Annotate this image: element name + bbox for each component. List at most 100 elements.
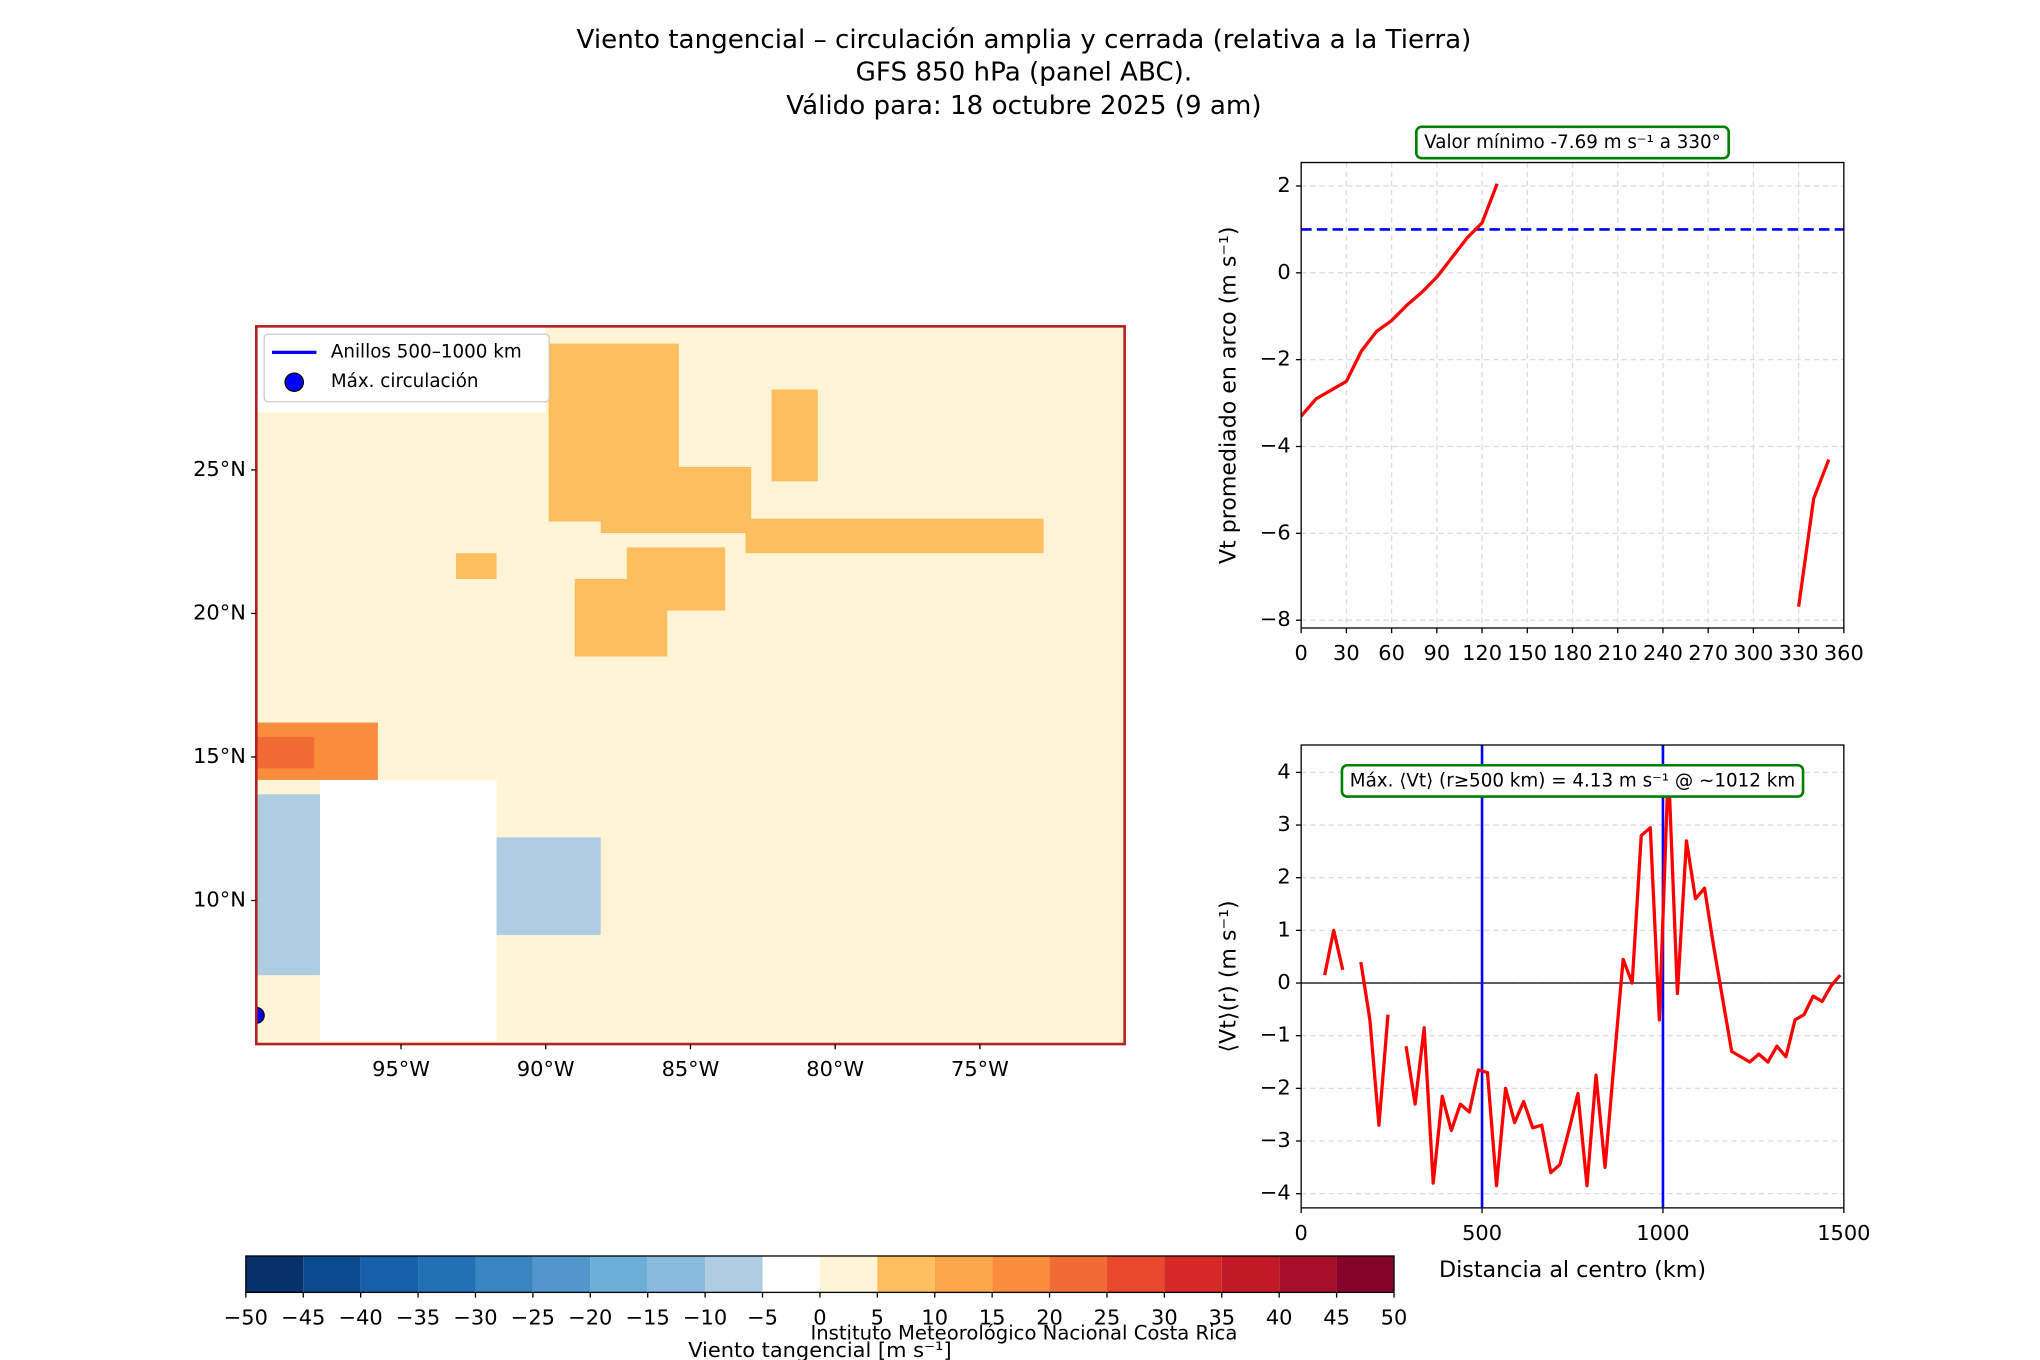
y-tick-label: 2 (1277, 173, 1290, 197)
shaded-cell (319, 779, 497, 1042)
colorbar-tick-label: −50 (224, 1305, 268, 1329)
legend-label: Anillos 500–1000 km (331, 341, 522, 362)
legend-dot (284, 372, 305, 393)
colorbar-tick-label: 15 (979, 1305, 1006, 1329)
y-tick-label: −6 (1260, 520, 1291, 544)
colorbar-bin (590, 1255, 648, 1293)
x-tick-label: 75°W (951, 1057, 1009, 1081)
x-axis-label: Distancia al centro (km) (1439, 1257, 1706, 1283)
x-tick-label: 210 (1598, 641, 1638, 665)
x-tick-label: 90°W (517, 1057, 575, 1081)
x-tick-label: 90 (1424, 641, 1451, 665)
y-tick-label: −4 (1260, 434, 1291, 458)
footer: Instituto Meteorológico Nacional Costa R… (810, 1322, 1237, 1345)
shaded-cell (256, 794, 320, 976)
colorbar-tick-label: −5 (747, 1305, 778, 1329)
title: Viento tangencial – circulación amplia y… (577, 25, 1472, 55)
y-tick-label: −4 (1260, 1181, 1291, 1205)
x-tick-label: 330 (1779, 641, 1819, 665)
colorbar-bin (1106, 1255, 1165, 1293)
colorbar-label: Viento tangencial [m s⁻¹] (688, 1338, 951, 1360)
annotation-text: Máx. ⟨Vt⟩ (r≥500 km) = 4.13 m s⁻¹ @ ~101… (1350, 770, 1795, 791)
legend-box (263, 333, 550, 403)
colorbar-bin (475, 1255, 533, 1293)
colorbar-bin (1049, 1255, 1107, 1293)
max-circulation (256, 1006, 265, 1024)
annotation: Valor mínimo -7.69 m s⁻¹ a 330° (1415, 125, 1730, 160)
y-tick-label: −1 (1260, 1023, 1291, 1047)
colorbar-bin (819, 1255, 878, 1293)
map-field (256, 326, 1125, 1045)
colorbar-frame (245, 1255, 1395, 1294)
colorbar-bin (418, 1255, 476, 1293)
shaded-cell (574, 578, 668, 657)
x-tick-label: 270 (1688, 641, 1728, 665)
colorbar-tick-label: 40 (1266, 1305, 1293, 1329)
shaded-cell (456, 553, 497, 579)
x-tick-label: 150 (1507, 641, 1547, 665)
y-tick-label: 3 (1277, 812, 1290, 836)
y-tick-label: 15°N (193, 744, 246, 768)
y-tick-label: 0 (1277, 970, 1290, 994)
colorbar-tick-label: −15 (626, 1305, 670, 1329)
colorbar-bin (992, 1255, 1050, 1293)
colorbar-bin (934, 1255, 993, 1293)
shaded-cell (256, 736, 315, 769)
x-tick-label: 240 (1643, 641, 1683, 665)
shaded-cell (771, 389, 818, 482)
colorbar-tick-label: 5 (871, 1305, 884, 1329)
colorbar-bin (647, 1255, 706, 1293)
colorbar-bin (360, 1255, 419, 1293)
y-tick-label: 20°N (193, 600, 246, 624)
colorbar-bin (303, 1255, 361, 1293)
colorbar-tick-label: −20 (568, 1305, 612, 1329)
x-tick-label: 85°W (662, 1057, 720, 1081)
annotation-text: Valor mínimo -7.69 m s⁻¹ a 330° (1424, 132, 1721, 153)
colorbar-tick-label: 45 (1323, 1305, 1350, 1329)
y-tick-label: −2 (1260, 347, 1291, 371)
legend-label: Máx. circulación (331, 371, 479, 392)
colorbar-bin (1279, 1255, 1337, 1293)
annotation-box (1340, 763, 1805, 798)
x-tick-label: 30 (1333, 641, 1360, 665)
colorbar-bin (532, 1255, 591, 1293)
colorbar-bin (1164, 1255, 1222, 1293)
x-tick-label: 1500 (1817, 1221, 1870, 1245)
x-tick-label: 500 (1462, 1221, 1502, 1245)
y-tick-label: 4 (1277, 759, 1290, 783)
colorbar-tick-label: −30 (453, 1305, 497, 1329)
annotation: Máx. ⟨Vt⟩ (r≥500 km) = 4.13 m s⁻¹ @ ~101… (1340, 763, 1805, 798)
x-tick-label: 0 (1294, 641, 1307, 665)
colorbar-tick-label: −25 (511, 1305, 555, 1329)
annotation-box (1415, 125, 1730, 160)
colorbar-tick-label: 20 (1036, 1305, 1063, 1329)
data-line (1299, 183, 1831, 607)
x-tick-label: 1000 (1636, 1221, 1689, 1245)
axes-frame (1300, 744, 1845, 1209)
x-tick-label: 360 (1824, 641, 1864, 665)
title: GFS 850 hPa (panel ABC). (856, 57, 1193, 87)
y-tick-label: 2 (1277, 865, 1290, 889)
colorbar-tick-label: 10 (921, 1305, 948, 1329)
y-axis-label: ⟨Vt⟩(r) (m s⁻¹) (1216, 900, 1242, 1052)
axes-frame (1300, 161, 1845, 629)
y-tick-label: −2 (1260, 1075, 1291, 1099)
y-tick-label: 0 (1277, 260, 1290, 284)
colorbar-tick-label: 30 (1151, 1305, 1178, 1329)
colorbar-tick-label: −10 (683, 1305, 727, 1329)
y-tick-label: 1 (1277, 917, 1290, 941)
shaded-cell (745, 518, 1044, 554)
colorbar-tick-label: −40 (339, 1305, 383, 1329)
colorbar-bin (245, 1255, 304, 1293)
colorbar-bin (1221, 1255, 1280, 1293)
shaded-cell (496, 837, 601, 935)
y-axis-label: Vt promediado en arco (m s⁻¹) (1216, 226, 1242, 564)
colorbar-tick-label: 35 (1208, 1305, 1235, 1329)
x-tick-label: 0 (1294, 1221, 1307, 1245)
legend: Anillos 500–1000 km Máx. circulación (263, 333, 550, 403)
colorbar-bin (877, 1255, 935, 1293)
x-tick-label: 60 (1378, 641, 1405, 665)
y-tick-label: −3 (1260, 1128, 1291, 1152)
